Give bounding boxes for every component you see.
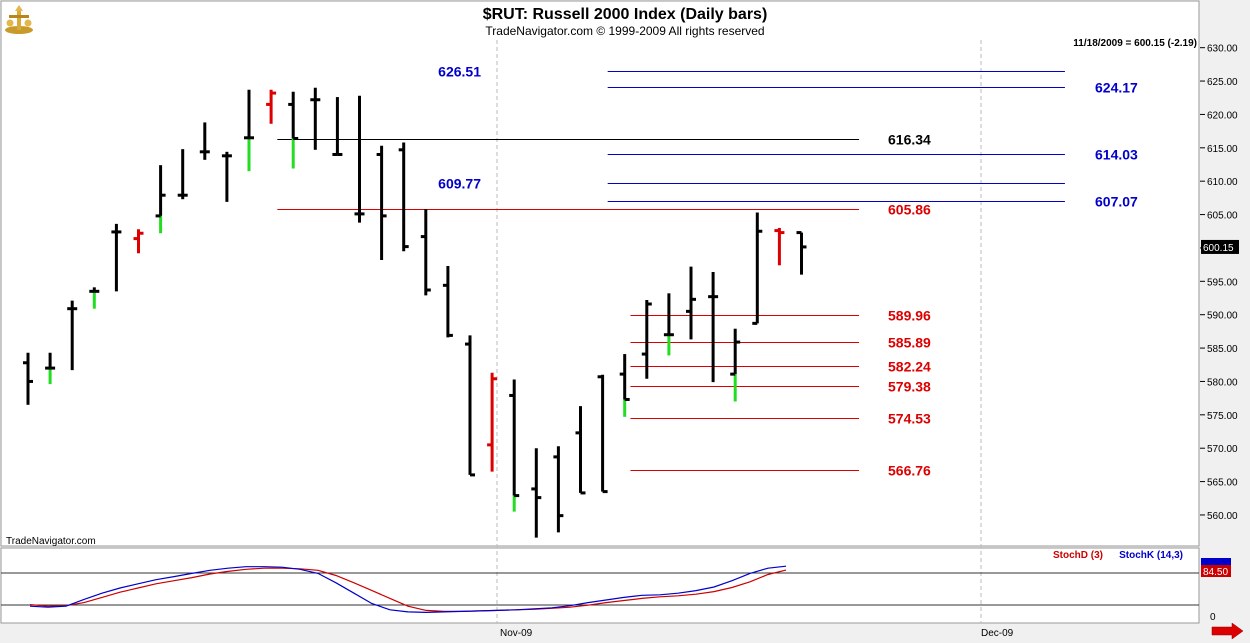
y-tick-label: 620.00 <box>1207 110 1238 121</box>
ohlc-bar <box>641 300 652 379</box>
stoch-k-value-tag <box>1201 558 1231 566</box>
price-panel <box>0 0 1200 547</box>
chart-title: $RUT: Russell 2000 Index (Daily bars) <box>483 6 768 23</box>
level-label-582.24: 582.24 <box>888 359 931 375</box>
x-label-dec: Dec-09 <box>981 628 1014 639</box>
level-label-566.76: 566.76 <box>888 463 931 479</box>
y-tick-label: 595.00 <box>1207 277 1238 288</box>
ohlc-bar <box>45 352 56 385</box>
ohlc-bar <box>398 142 409 252</box>
y-tick-label: 590.00 <box>1207 311 1238 322</box>
stoch-k-line <box>29 565 787 614</box>
ohlc-bar <box>177 149 188 200</box>
trade-navigator-logo-icon <box>5 5 33 34</box>
ohlc-bar <box>420 209 431 296</box>
ohlc-bar <box>155 165 166 234</box>
y-tick-label: 610.00 <box>1207 177 1238 188</box>
copyright-text: TradeNavigator.com © 1999-2009 All right… <box>485 24 764 38</box>
ohlc-bar <box>708 271 719 383</box>
y-tick-label: 575.00 <box>1207 411 1238 422</box>
ohlc-bar <box>597 374 608 494</box>
ohlc-bar <box>67 300 78 371</box>
last-price-info: 11/18/2009 = 600.15 (-2.19) <box>1073 38 1197 49</box>
stoch-d-value-tag <box>1201 565 1231 577</box>
stoch-panel <box>0 547 1200 624</box>
ohlc-bar <box>266 89 277 124</box>
ohlc-bar <box>89 287 100 309</box>
ohlc-bar <box>686 266 696 340</box>
level-label-585.89: 585.89 <box>888 335 931 351</box>
ohlc-bar <box>199 122 210 160</box>
ohlc-bar <box>663 293 674 356</box>
ohlc-bar <box>442 265 453 338</box>
ohlc-bar <box>221 151 232 202</box>
ohlc-bar <box>465 335 475 477</box>
ohlc-bar <box>774 227 785 266</box>
ohlc-bar <box>133 229 144 254</box>
level-label-626.51: 626.51 <box>438 64 481 80</box>
stoch-zero-tick: 0 <box>1210 612 1216 623</box>
ohlc-bar <box>509 379 520 512</box>
ohlc-bar <box>796 231 807 275</box>
stoch-d-value: 84.50 <box>1203 567 1228 578</box>
y-tick-label: 570.00 <box>1207 444 1238 455</box>
ohlc-bar <box>288 91 299 169</box>
level-label-614.03: 614.03 <box>1095 147 1138 163</box>
ohlc-bar <box>752 212 763 325</box>
stoch-k-label: StochK (14,3) <box>1119 550 1183 561</box>
y-tick-label: 605.00 <box>1207 211 1238 222</box>
y-tick-label: 615.00 <box>1207 144 1238 155</box>
current-price-tag: 600.15 <box>1201 239 1239 254</box>
watermark-text: TradeNavigator.com <box>6 536 96 547</box>
stoch-d-label: StochD (3) <box>1053 550 1103 561</box>
ohlc-bar <box>354 95 365 223</box>
level-label-574.53: 574.53 <box>888 411 931 427</box>
y-tick-label: 585.00 <box>1207 344 1238 355</box>
ohlc-bar <box>619 354 630 417</box>
ohlc-bar <box>487 372 498 472</box>
ohlc-bar <box>332 97 343 156</box>
ohlc-bar <box>23 352 33 405</box>
scroll-right-arrow-icon[interactable] <box>1211 622 1244 640</box>
current-price-value: 600.15 <box>1203 243 1234 254</box>
price-axis-panel <box>1200 1 1249 623</box>
ohlc-bar <box>244 89 254 172</box>
ohlc-bars-layer <box>23 87 807 538</box>
y-tick-label: 580.00 <box>1207 377 1238 388</box>
level-label-579.38: 579.38 <box>888 379 931 395</box>
y-tick-label: 625.00 <box>1207 77 1238 88</box>
level-label-609.77: 609.77 <box>438 176 481 192</box>
ohlc-bar <box>310 87 321 150</box>
level-label-607.07: 607.07 <box>1095 194 1138 210</box>
ohlc-bar <box>575 406 586 495</box>
price-axis: 560.00 565.00 570.00 575.00 580.00 585.00 590.… <box>1200 44 1238 522</box>
ohlc-bar <box>553 446 564 533</box>
level-label-624.17: 624.17 <box>1095 80 1138 96</box>
y-tick-label: 565.00 <box>1207 478 1238 489</box>
level-label-605.86: 605.86 <box>888 202 931 218</box>
stoch-d-line <box>29 567 787 613</box>
ohlc-bar <box>730 328 741 402</box>
stoch-lines-layer <box>29 565 787 614</box>
x-label-nov: Nov-09 <box>500 628 533 639</box>
price-levels-layer: 626.51 624.17 616.34 614.03 609.77 607.07 605.… <box>277 64 1138 479</box>
level-label-616.34: 616.34 <box>888 132 931 148</box>
ohlc-bar <box>376 145 387 260</box>
level-label-589.96: 589.96 <box>888 308 931 324</box>
ohlc-bar <box>111 223 122 292</box>
y-tick-label: 630.00 <box>1207 44 1238 55</box>
y-tick-label: 560.00 <box>1207 511 1238 522</box>
ohlc-bar <box>531 448 542 538</box>
